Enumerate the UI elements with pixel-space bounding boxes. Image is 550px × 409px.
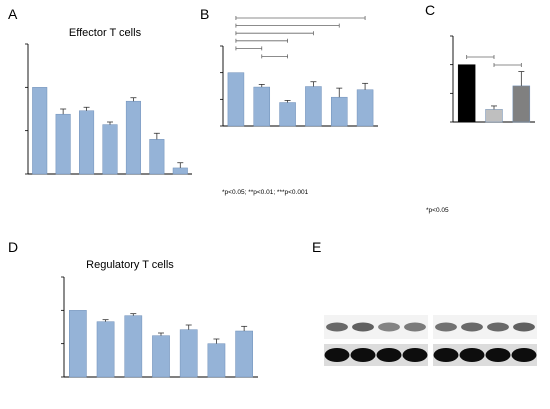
bar-2h (124, 315, 143, 378)
bar-ctrl (227, 72, 245, 127)
bar-4h (125, 100, 141, 175)
blot-band-target (461, 322, 483, 332)
blot-band-loading (511, 348, 537, 362)
bar-anti-cd3-icos (330, 96, 348, 127)
blot-band-loading (402, 348, 428, 362)
bar-6h (235, 330, 253, 378)
panel-c-footnote: *p<0.05 (426, 207, 449, 214)
blot-band-loading (485, 348, 511, 362)
panel-letter-d: D (8, 239, 18, 255)
bar-2h (79, 110, 95, 175)
blot-band-target (513, 322, 535, 332)
bar-5h (149, 139, 165, 175)
blot-strip-loading (324, 344, 428, 366)
panel-letter-b: B (200, 6, 209, 22)
blot-band-target (352, 322, 374, 332)
bar-0h (32, 87, 48, 175)
blot-band-loading (324, 348, 350, 362)
western-blot-panel (324, 315, 537, 366)
blot-band-target (378, 322, 400, 332)
blot-band-loading (433, 348, 459, 362)
blot-band-loading (459, 348, 485, 362)
blot-band-target (487, 322, 509, 332)
blot-band-loading (376, 348, 402, 362)
panel-letter-e: E (312, 239, 321, 255)
bar-6h (172, 167, 188, 175)
chart-rapamycin-comparison (450, 35, 535, 123)
bar--cd3-cd28 (485, 109, 503, 123)
panel-letter-a: A (8, 6, 18, 22)
blot-band-loading (350, 348, 376, 362)
panel-a-title: Effector T cells (69, 27, 142, 39)
bar-anti-cd3-pd1 (356, 89, 374, 127)
bar-5h (207, 343, 226, 378)
bar-anti-cd3 (253, 86, 271, 127)
blot-band-target (326, 322, 348, 332)
bar-3h (152, 335, 170, 378)
panel-b-footnote: *p<0.05; **p<0.01; ***p<0.001 (222, 189, 309, 196)
bar-0h (69, 310, 87, 378)
blot-band-target (435, 322, 457, 332)
blot-band-target (404, 322, 426, 332)
panel-letter-c: C (425, 2, 435, 18)
bar-1h (55, 113, 71, 175)
chart-stimulation-comparison (220, 16, 378, 127)
bar-anti-cd3-cd28 (279, 102, 296, 127)
panel-d-title: Regulatory T cells (86, 259, 174, 271)
bar-control (457, 64, 476, 123)
chart-effector-time-course (25, 43, 192, 175)
bar--cd3-cd28-rapamycin (512, 85, 531, 123)
bar-1h (96, 321, 115, 378)
blot-strip-loading (433, 344, 537, 366)
chart-regulatory-time-course (61, 276, 258, 378)
bar-3h (102, 124, 118, 175)
bar-4h (179, 329, 198, 378)
bar-anti-cd3-ctla4 (305, 86, 322, 127)
